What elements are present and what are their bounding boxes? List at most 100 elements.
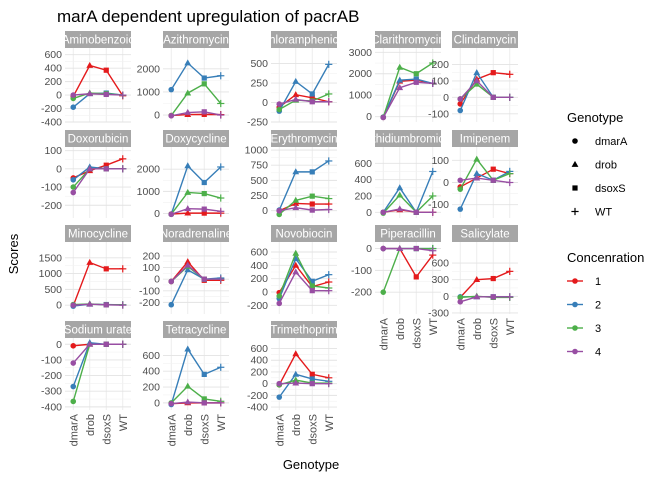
panel-minocycline-ytick-label: 500 <box>44 284 62 296</box>
panel-imipenem-ytick-label: 0 <box>443 177 449 189</box>
panel-minocycline-series-4-point-dsoxs <box>103 302 109 308</box>
panel-aminobenzoic-strip <box>65 31 131 48</box>
panel-clarithromycin-series-3-point-dsoxs <box>413 71 419 77</box>
panel-novobiocin-series-1-point-drob <box>292 261 300 268</box>
panel-tetracycline-strip <box>163 321 229 338</box>
panel-aminobenzoic-ytick-label: 200 <box>44 76 62 88</box>
panel-sodium-urate-series-3-line <box>72 343 123 402</box>
panel-azithromycin-ytick-label: 2000 <box>137 63 161 75</box>
panel-tetracycline-series-4-point-drob <box>184 398 192 405</box>
panel-trimethoprim-series-2-point-drob <box>292 370 300 377</box>
panel-chloramphenicol-series-2-point-wt <box>325 60 333 68</box>
panel-doxorubicin: Doxorubicin -200 -100 0 100 <box>41 130 131 218</box>
panel-doxycycline-series-2-point-dsoxs <box>201 179 207 186</box>
panel-clarithromycin-series-1-line <box>382 79 433 118</box>
panel-clarithromycin-ytick-label: 3000 <box>349 47 373 59</box>
panel-trimethoprim-series-1-point-dsoxs <box>309 371 315 377</box>
panel-tetracycline-ytick-label: 200 <box>142 382 160 394</box>
panel-salicylate-series-1-point-wt <box>506 267 514 275</box>
panel-trimethoprim-series-2-line <box>278 373 329 398</box>
panel-salicylate-ytick-label: 0 <box>443 291 449 303</box>
panel-salicylate-strip <box>452 225 518 242</box>
color-legend-point-4 <box>572 348 578 355</box>
panel-clarithromycin-ytick-label: 1000 <box>349 90 373 102</box>
panel-noradrenaline-series-4-line <box>170 264 221 282</box>
panel-doxorubicin-ytick-label: -100 <box>41 182 62 194</box>
panel-chloramphenicol-strip-label: Chloramphenicol <box>261 35 347 47</box>
panel-imipenem-series-4-point-dmara <box>457 177 464 184</box>
panel-azithromycin-strip <box>163 31 229 48</box>
panel-sodium-urate-series-4-point-drob <box>86 340 94 347</box>
panel-sodium-urate-ytick-label: -400 <box>41 401 62 413</box>
panel-clindamycin-strip <box>452 31 518 48</box>
panel-novobiocin-series-3-line <box>278 251 329 297</box>
panel-doxycycline-strip <box>163 130 229 147</box>
panel-imipenem-series-1-line <box>459 168 510 188</box>
panel-ethidiumbromide-series-4-line <box>383 208 433 213</box>
panel-piperacillin-series-3-point-dmara <box>380 289 387 295</box>
panel-doxorubicin-series-2-point-dmara <box>70 176 77 183</box>
panel-erythromycin-series-3-line <box>278 195 329 215</box>
panel-doxycycline-series-3-point-drob <box>184 188 192 195</box>
panel-piperacillin-series-4-line <box>383 247 433 252</box>
panel-clindamycin-ytick-label: 0 <box>443 92 449 104</box>
panel-aminobenzoic-ytick-label: -400 <box>41 117 62 129</box>
panel-minocycline-series-4-point-dmara <box>70 302 77 308</box>
panel-piperacillin-ytick-label: -200 <box>351 287 372 299</box>
panel-trimethoprim-xtick-label: drob <box>291 414 303 436</box>
panel-clindamycin-series-4-point-wt <box>506 93 514 101</box>
panel-trimethoprim-series-1-line <box>278 352 329 386</box>
panel-novobiocin-series-4-point-drob <box>292 268 300 275</box>
shape-legend-title: Genotype <box>567 110 623 125</box>
panel-doxycycline-series-4-point-wt <box>217 207 225 215</box>
chart-title: marA dependent upregulation of pacrAB <box>57 7 359 26</box>
panel-chloramphenicol-series-4-point-wt <box>325 98 333 106</box>
panel-clarithromycin-series-3-point-drob <box>396 63 404 70</box>
panel-ethidiumbromide-series-2-point-wt <box>429 167 437 176</box>
panel-chloramphenicol-series-4-point-dmara <box>276 101 283 107</box>
panel-novobiocin-series-4-point-wt <box>325 287 333 295</box>
panel-erythromycin-series-2-point-drob <box>292 168 300 175</box>
panel-aminobenzoic-series-2-point-dmara <box>70 104 77 110</box>
panel-sodium-urate-ytick-label: 0 <box>56 339 62 351</box>
panel-noradrenaline-series-2-point-drob <box>184 266 192 273</box>
panel-ethidiumbromide-series-4-point-dmara <box>380 209 387 216</box>
panel-erythromycin-series-1-point-drob <box>292 199 300 206</box>
panel-minocycline-ytick-label: 1500 <box>39 252 63 264</box>
panel-clarithromycin-series-2-point-drob <box>396 76 404 83</box>
panel-imipenem-series-1-point-dsoxs <box>490 166 496 172</box>
panel-piperacillin-strip-label: Piperacillin <box>380 229 436 241</box>
panel-aminobenzoic-ytick-label: 400 <box>44 63 62 75</box>
panel-doxorubicin-series-4-point-drob <box>86 165 94 172</box>
panel-erythromycin-series-1-point-dsoxs <box>309 201 315 207</box>
panel-doxorubicin-strip <box>65 130 131 147</box>
panel-azithromycin-series-2-point-dsoxs <box>201 75 207 81</box>
panel-novobiocin-ytick-label: -200 <box>247 300 268 312</box>
facet-panels: Aminobenzoic-400-2000200400600Azithromyc… <box>39 31 518 446</box>
panel-doxorubicin-series-1-point-wt <box>119 155 127 163</box>
panel-clindamycin-series-1-point-dmara <box>457 101 464 107</box>
panel-trimethoprim-series-4-point-dmara <box>276 380 283 387</box>
panel-imipenem-series-2-point-drob <box>473 170 481 177</box>
panel-doxycycline-series-1-point-dsoxs <box>201 210 207 216</box>
panel-erythromycin-ytick-label: 500 <box>250 175 268 187</box>
panel-ethidiumbromide-series-2-point-drob <box>396 184 404 191</box>
shape-legend-key-dmara <box>572 138 578 144</box>
panel-salicylate-xtick-label: WT <box>505 318 517 335</box>
panel-clindamycin-series-3-point-drob <box>473 80 481 87</box>
panel-salicylate-series-4-point-drob <box>473 293 481 300</box>
panel-azithromycin-series-2-point-wt <box>217 72 225 80</box>
panel-sodium-urate-ytick-label: -100 <box>41 354 62 366</box>
panel-noradrenaline-ytick-label: 200 <box>142 250 160 262</box>
panel-imipenem-series-3-line <box>459 157 511 190</box>
panel-azithromycin-series-1-line <box>171 113 221 117</box>
panel-tetracycline-ytick-label: 600 <box>142 350 160 362</box>
panel-sodium-urate-xtick-label: drob <box>85 414 97 436</box>
panel-doxycycline-series-2-point-drob <box>184 162 192 169</box>
panel-tetracycline-series-2-line <box>170 347 222 405</box>
panel-azithromycin-strip-label: Azithromycin <box>163 35 229 47</box>
panel-aminobenzoic-series-4-point-drob <box>86 90 94 97</box>
